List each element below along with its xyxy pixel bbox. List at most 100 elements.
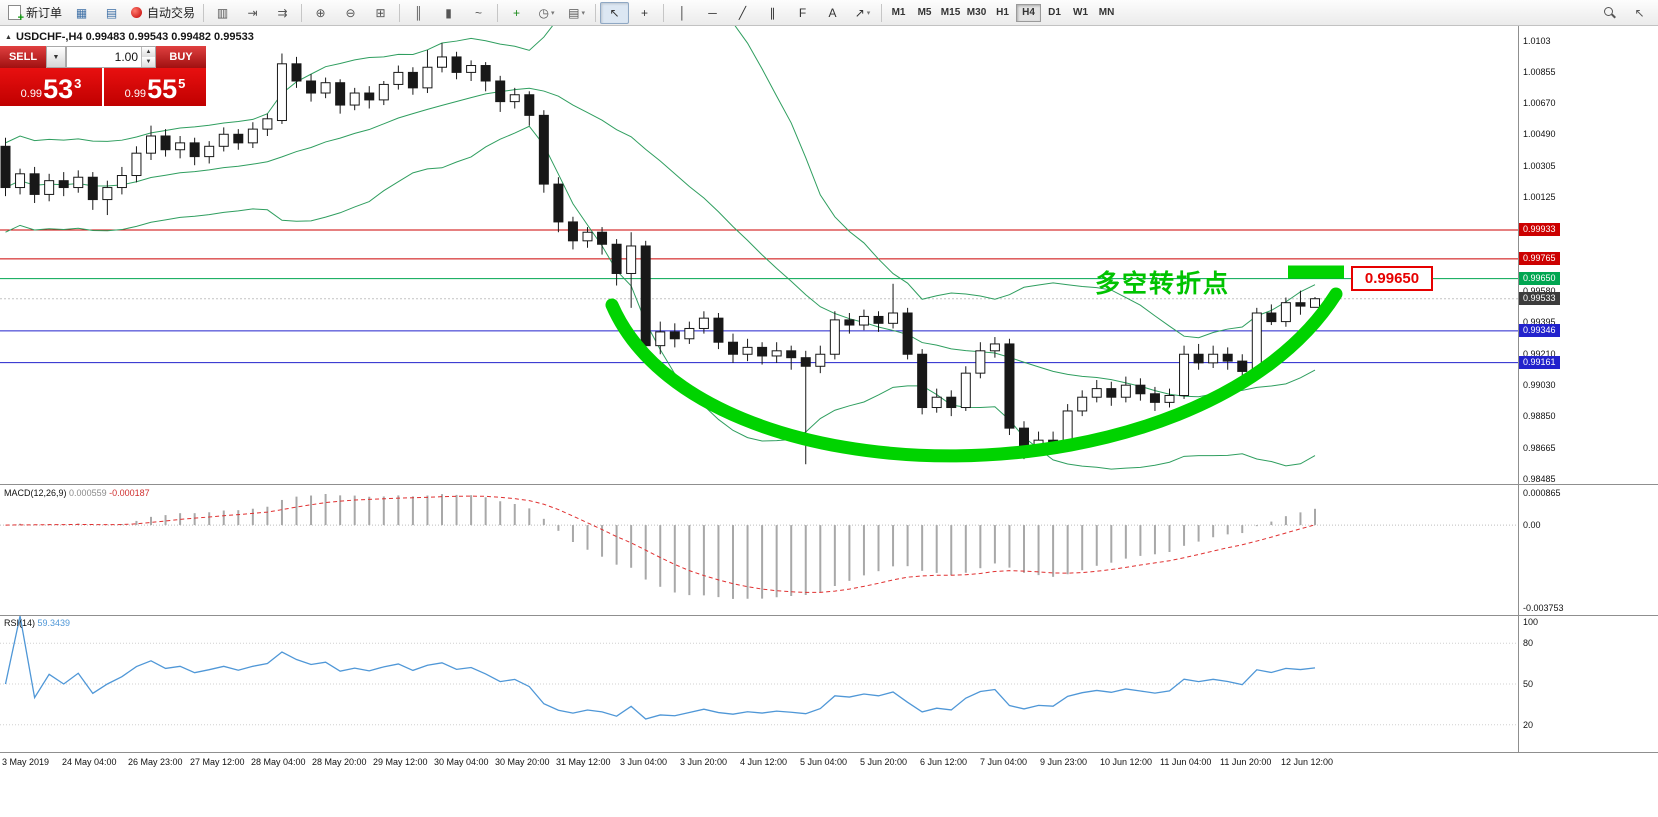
crosshair-icon-glyph: + xyxy=(641,5,649,20)
rsi-line xyxy=(4,616,1316,720)
price-axis-label: 0.99580 xyxy=(1523,285,1556,296)
new-chart-icon[interactable]: ▥ xyxy=(208,2,237,24)
trendline-icon[interactable]: ╱ xyxy=(728,2,757,24)
quick-cursor-icon-glyph: ↖ xyxy=(1634,5,1645,20)
macd-rsi-splitter[interactable] xyxy=(0,615,1658,616)
price-level-tag[interactable]: 0.99650 xyxy=(1519,272,1560,286)
bar-chart-type-icon[interactable]: ║ xyxy=(404,2,433,24)
sell-price-prefix: 0.99 xyxy=(20,88,43,100)
toolbar-separator xyxy=(497,3,499,22)
time-axis-label: 6 Jun 12:00 xyxy=(920,757,968,767)
time-axis-label: 3 Jun 20:00 xyxy=(680,757,728,767)
order-type-dropdown[interactable]: ▼ xyxy=(46,46,66,68)
buy-quote-box[interactable]: 0.99 55 5 xyxy=(104,68,206,106)
annotation-price-box[interactable]: 0.99650 xyxy=(1351,266,1433,291)
macd-svg[interactable] xyxy=(0,486,1518,614)
auto-scroll-icon-glyph: ⇉ xyxy=(277,5,288,20)
buy-price-big: 55 xyxy=(147,74,178,104)
toolbar-separator xyxy=(203,3,205,22)
horizontal-line-icon[interactable]: ─ xyxy=(698,2,727,24)
profiles-icon[interactable]: ▤ xyxy=(97,2,126,24)
price-axis-label: 0.98665 xyxy=(1523,442,1556,453)
time-axis-label: 3 May 2019 xyxy=(2,757,50,767)
price-axis-label: 1.00855 xyxy=(1523,66,1556,77)
price-level-tag[interactable]: 0.99765 xyxy=(1519,252,1560,266)
text-icon[interactable]: A xyxy=(818,2,847,24)
templates-icon-glyph: ▤ xyxy=(568,5,580,20)
buy-button[interactable]: BUY xyxy=(156,46,206,68)
rsi-svg[interactable] xyxy=(0,616,1518,752)
new-order-button[interactable]: 新订单 xyxy=(4,2,66,24)
annotation-text[interactable]: 多空转折点 xyxy=(1095,270,1231,298)
collapse-panel-icon[interactable]: ▲ xyxy=(5,33,12,41)
timeframe-button-m30[interactable]: M30 xyxy=(966,7,987,18)
timeframe-button-mn[interactable]: MN xyxy=(1098,7,1115,18)
price-level-tag[interactable]: 0.99933 xyxy=(1519,223,1560,237)
macd-indicator-label: MACD(12,26,9) 0.000559 -0.000187 xyxy=(4,488,150,498)
sell-price-pipette: 3 xyxy=(74,76,82,91)
auto-scroll-icon[interactable]: ⇉ xyxy=(268,2,297,24)
price-axis[interactable] xyxy=(1518,26,1658,753)
timeframe-button-m5[interactable]: M5 xyxy=(917,7,932,18)
charts-icon[interactable]: ▦ xyxy=(67,2,96,24)
volume-spinner[interactable]: ▲ ▼ xyxy=(141,47,155,67)
timeframe-button-h1[interactable]: H1 xyxy=(996,7,1009,18)
time-axis-label: 9 Jun 23:00 xyxy=(1040,757,1088,767)
price-level-tag[interactable]: 0.99161 xyxy=(1519,356,1560,370)
timeframe-button-m1[interactable]: M1 xyxy=(891,7,906,18)
magnifier-icon xyxy=(1603,6,1616,19)
chart-macd-splitter[interactable] xyxy=(0,484,1658,485)
price-axis-label: 0.99210 xyxy=(1523,349,1556,360)
price-axis-label: 1.0103 xyxy=(1523,36,1551,47)
candlestick-type-icon[interactable]: ▮ xyxy=(434,2,463,24)
sell-button[interactable]: SELL xyxy=(0,46,46,68)
quick-cursor-icon[interactable]: ↖ xyxy=(1625,2,1654,24)
new-order-button-label: 新订单 xyxy=(26,6,63,20)
new-chart-icon-glyph: ▥ xyxy=(216,5,229,20)
sell-quote-box[interactable]: 0.99 53 3 xyxy=(0,68,102,106)
rsi-value: 59.3439 xyxy=(37,618,71,628)
channel-icon[interactable]: ∥ xyxy=(758,2,787,24)
search-icon[interactable] xyxy=(1595,2,1624,24)
price-axis-label: 1.00490 xyxy=(1523,129,1556,140)
zoom-in-icon[interactable]: ⊕ xyxy=(306,2,335,24)
timeframe-button-h4[interactable]: H4 xyxy=(1016,3,1042,22)
cursor-icon[interactable]: ↖ xyxy=(600,1,630,24)
zoom-out-icon[interactable]: ⊖ xyxy=(336,2,365,24)
fibonacci-icon[interactable]: F xyxy=(788,2,817,24)
rsi-axis-label: 80 xyxy=(1523,638,1534,649)
indicators-icon[interactable]: + xyxy=(502,2,531,24)
crosshair-icon[interactable]: + xyxy=(630,2,659,24)
timeframe-button-m15[interactable]: M15 xyxy=(940,7,961,18)
volume-input[interactable]: 1.00 ▲ ▼ xyxy=(66,46,156,68)
buy-price-pipette: 5 xyxy=(178,76,186,91)
time-axis-label: 28 May 20:00 xyxy=(312,757,367,767)
time-axis-label: 10 Jun 12:00 xyxy=(1100,757,1153,767)
macd-axis-label: 0.000865 xyxy=(1523,488,1561,498)
macd-main-value: 0.000559 xyxy=(69,488,107,498)
toolbar-separator xyxy=(399,3,401,22)
volume-value: 1.00 xyxy=(114,50,138,64)
autotrading-button[interactable]: 自动交易 xyxy=(127,2,199,24)
rsi-axis-label: 100 xyxy=(1523,617,1539,627)
time-axis[interactable] xyxy=(0,753,1658,775)
price-level-tag[interactable]: 0.99346 xyxy=(1519,324,1560,338)
line-chart-type-icon[interactable]: ~ xyxy=(464,2,493,24)
timeframe-button-d1[interactable]: D1 xyxy=(1048,7,1061,18)
vertical-line-icon[interactable]: │ xyxy=(668,2,697,24)
timeframe-button-w1[interactable]: W1 xyxy=(1073,7,1089,18)
vertical-line-icon-glyph: │ xyxy=(678,5,687,20)
autotrading-status-icon xyxy=(131,7,143,18)
tile-windows-icon[interactable]: ⊞ xyxy=(366,2,395,24)
main-chart-svg[interactable] xyxy=(0,26,1518,484)
periods-icon[interactable]: ◷ xyxy=(532,2,561,24)
templates-icon[interactable]: ▤ xyxy=(562,2,591,24)
cursor-icon-glyph: ↖ xyxy=(609,5,620,20)
macd-histogram xyxy=(19,494,1316,599)
toolbar: 新订单 ▦ ▤ 自动交易 ▥ ⇥ ⇉ ⊕ ⊖ ⊞ ║ ▮ ~ + ◷ ▤ ↖ + │ ─ ╱ ∥ F A ↗ M1 M5 M15 M30… xyxy=(0,0,1658,26)
macd-signal-value: -0.000187 xyxy=(109,488,150,498)
rsi-timeaxis-splitter[interactable] xyxy=(0,752,1658,753)
chart-shift-icon[interactable]: ⇥ xyxy=(238,2,267,24)
arrows-icon[interactable]: ↗ xyxy=(848,2,877,24)
